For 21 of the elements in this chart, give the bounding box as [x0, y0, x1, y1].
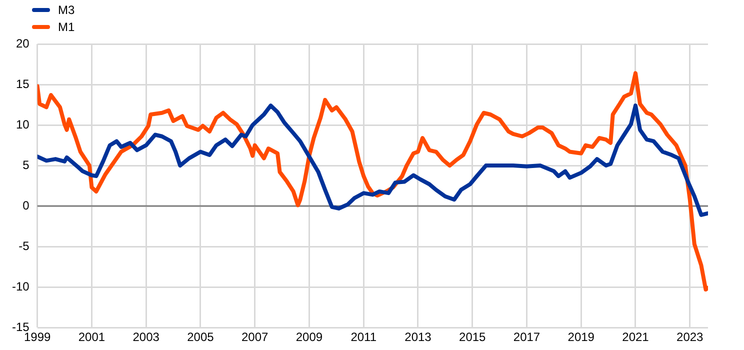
- x-tick-label: 2021: [622, 330, 650, 344]
- x-tick-label: 2011: [350, 330, 377, 344]
- x-tick-label: 2019: [568, 330, 595, 344]
- y-tick-label: 5: [22, 158, 30, 172]
- y-tick-label: -5: [18, 238, 30, 253]
- x-tick-label: 2009: [296, 330, 323, 344]
- x-tick-label: 2005: [187, 330, 214, 344]
- x-tick-label: 2015: [459, 330, 486, 344]
- x-tick-label: 2017: [513, 330, 540, 344]
- x-tick-label: 2023: [676, 330, 704, 344]
- y-tick-label: 15: [16, 76, 30, 91]
- x-tick-label: 2001: [78, 330, 106, 344]
- legend-label: M1: [58, 20, 75, 34]
- y-tick-label: 20: [16, 36, 30, 50]
- y-tick-label: -10: [12, 279, 30, 294]
- x-tick-label: 2013: [404, 330, 432, 344]
- x-tick-label: 2003: [132, 330, 160, 344]
- legend-label: M3: [58, 2, 75, 16]
- y-tick-label: 10: [16, 117, 30, 132]
- y-tick-label: 0: [22, 198, 30, 212]
- x-tick-label: 2007: [242, 330, 269, 344]
